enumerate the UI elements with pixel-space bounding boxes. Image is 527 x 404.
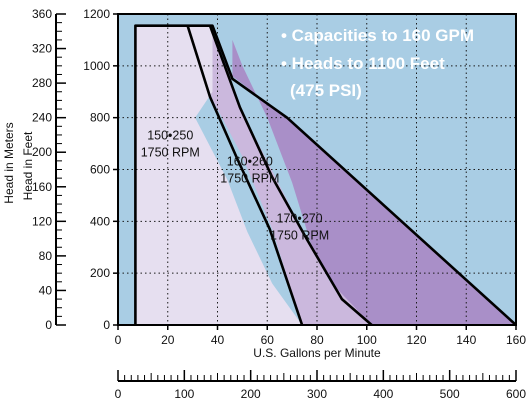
coverage-zones [135,25,516,325]
x-tick-label: 40 [211,333,225,347]
x-tick-label: 0 [115,333,122,347]
y-axis-meters: 0 40 80 120 160 200 240 280 320 360 [32,7,66,332]
callout-psi: (475 PSI) [290,81,362,100]
y-meters-tick-label: 120 [32,214,52,228]
x-tick-label: 20 [161,333,175,347]
zone-160-260 [187,25,372,325]
zone-label-line: 160•260 [227,155,273,169]
y-meters-tick-label: 320 [32,42,52,56]
zone-170-270 [232,39,516,325]
x-axis-title: U.S. Gallons per Minute [253,346,381,360]
y-meters-tick-label: 40 [39,283,53,297]
y-feet-tick-label: 800 [90,111,110,125]
secondary-tick-label: 200 [241,387,261,401]
y-feet-tick-label: 400 [90,214,110,228]
secondary-tick-label: 300 [307,387,327,401]
y-meters-tick-label: 160 [32,180,52,194]
x-tick-label: 160 [506,333,526,347]
zone-labels: 170•270 1750 RPM 160•260 1750 RPM 150•250 175… [141,129,329,243]
zone-outlines [134,24,516,325]
zone-label-line: 1750 RPM [141,146,200,160]
zone-label-line: 170•270 [277,212,323,226]
zone-label-line: 1750 RPM [270,229,329,243]
y-feet-tick-label: 600 [90,163,110,177]
y-axis-feet-title: Head in Feet [21,131,35,200]
zone-label-line: 1750 RPM [220,172,279,186]
zone-150-250 [135,25,303,325]
x-axis-secondary: 0 100 200 300 400 500 600 [115,370,526,401]
x-tick-label: 100 [357,333,377,347]
secondary-tick-label: 400 [373,387,393,401]
y-axis-feet: 0 200 400 600 800 1000 1200 [83,7,118,332]
y-feet-tick-label: 1200 [83,7,110,21]
y-meters-tick-label: 280 [32,76,52,90]
x-tick-label: 60 [261,333,275,347]
x-tick-label: 140 [456,333,476,347]
secondary-tick-label: 100 [174,387,194,401]
y-axis-meters-title: Head in Meters [2,122,16,203]
zone-boundary-line [186,25,304,325]
x-tick-label: 120 [406,333,426,347]
y-feet-tick-label: 1000 [83,59,110,73]
y-meters-tick-label: 360 [32,7,52,21]
grid-lines [118,14,516,325]
y-feet-tick-label: 200 [90,266,110,280]
y-meters-tick-label: 0 [45,318,52,332]
y-feet-tick-label: 0 [103,318,110,332]
callout-heads: • Heads to 1100 Feet [281,54,445,73]
secondary-tick-label: 600 [506,387,526,401]
y-meters-tick-label: 200 [32,145,52,159]
secondary-tick-label: 0 [115,387,122,401]
x-tick-label: 80 [310,333,324,347]
x-axis-gpm: 0 20 40 60 80 100 120 140 160 [115,325,526,347]
zone-boundary-line [134,24,516,325]
secondary-tick-label: 500 [440,387,460,401]
y-meters-tick-label: 240 [32,111,52,125]
zone-boundary-line [208,25,373,325]
zone-label-line: 150•250 [147,129,193,143]
y-meters-tick-label: 80 [39,249,53,263]
callout-capacity: • Capacities to 160 GPM [281,26,474,45]
